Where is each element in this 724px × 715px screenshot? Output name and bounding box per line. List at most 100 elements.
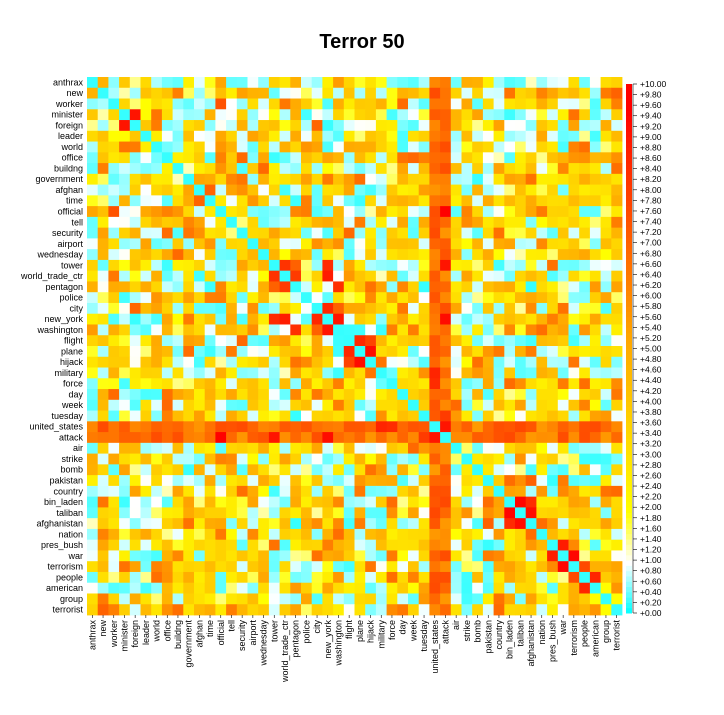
heatmap-cell xyxy=(557,292,569,304)
heatmap-cell xyxy=(322,120,334,132)
heatmap-cell xyxy=(579,346,591,358)
heatmap-cell xyxy=(140,98,152,110)
heatmap-cell xyxy=(172,141,184,153)
heatmap-cell xyxy=(226,120,238,132)
heatmap-cell xyxy=(108,410,120,422)
heatmap-cell xyxy=(215,518,227,530)
heatmap-cell xyxy=(108,292,120,304)
heatmap-cell xyxy=(247,227,259,239)
heatmap-cell xyxy=(386,313,398,325)
heatmap-cell xyxy=(461,561,473,573)
heatmap-cell xyxy=(547,259,559,272)
heatmap-cell xyxy=(268,249,280,261)
legend-swatch xyxy=(626,401,632,408)
heatmap-cell xyxy=(301,109,313,121)
heatmap-cell xyxy=(87,389,99,401)
legend-swatch xyxy=(626,528,632,535)
heatmap-cell xyxy=(547,464,559,476)
heatmap-cell xyxy=(493,389,505,401)
heatmap-cell xyxy=(204,496,216,508)
heatmap-cell xyxy=(311,87,323,99)
heatmap-cell xyxy=(450,206,462,218)
heatmap-cell xyxy=(343,152,355,164)
legend-tick-label: +3.60 xyxy=(640,418,662,428)
heatmap-cell xyxy=(97,432,109,444)
heatmap-cell xyxy=(119,421,131,433)
heatmap-cell xyxy=(343,346,355,358)
heatmap-cell xyxy=(418,604,430,616)
heatmap-cell xyxy=(215,367,227,379)
row-label: people xyxy=(56,572,83,582)
heatmap-cell xyxy=(87,442,99,454)
heatmap-cell xyxy=(365,238,377,250)
heatmap-cell xyxy=(279,346,291,358)
heatmap-cell xyxy=(343,485,355,498)
heatmap-cell xyxy=(140,216,152,229)
heatmap-cell xyxy=(536,528,548,541)
heatmap-cell xyxy=(311,259,323,272)
heatmap-cell xyxy=(87,604,99,616)
heatmap-cell xyxy=(557,378,569,390)
heatmap-cell xyxy=(482,367,494,379)
heatmap-cell xyxy=(568,335,580,347)
legend-swatch xyxy=(626,306,632,312)
heatmap-cell xyxy=(589,410,601,422)
heatmap-cell xyxy=(547,346,559,358)
heatmap-cell xyxy=(226,227,238,239)
heatmap-cell xyxy=(301,195,313,207)
heatmap-cell xyxy=(333,302,345,315)
heatmap-cell xyxy=(172,496,184,508)
heatmap-cell xyxy=(504,464,516,476)
heatmap-cell xyxy=(568,475,580,487)
heatmap-cell xyxy=(493,378,505,390)
column-label: taliban xyxy=(515,620,525,647)
heatmap-cell xyxy=(515,399,527,411)
heatmap-cell xyxy=(365,453,377,465)
heatmap-cell xyxy=(611,550,623,562)
heatmap-cell xyxy=(589,98,601,110)
heatmap-cell xyxy=(183,270,195,282)
heatmap-cell xyxy=(236,518,248,530)
legend-tick-label: +5.40 xyxy=(640,322,662,332)
heatmap-cell xyxy=(129,216,141,229)
heatmap-cell xyxy=(450,216,462,229)
heatmap-cell xyxy=(504,109,516,121)
heatmap-cell xyxy=(429,313,441,325)
heatmap-cell xyxy=(525,399,537,411)
heatmap-cell xyxy=(108,324,120,336)
heatmap-cell xyxy=(108,163,120,175)
column-label: hijack xyxy=(366,620,376,644)
row-label: afghan xyxy=(55,185,83,195)
heatmap-cell xyxy=(247,528,259,541)
heatmap-cell xyxy=(579,184,591,196)
heatmap-cell xyxy=(279,496,291,508)
heatmap-cell xyxy=(129,378,141,390)
heatmap-cell xyxy=(450,582,462,594)
heatmap-cell xyxy=(322,442,334,454)
heatmap-cell xyxy=(579,335,591,347)
heatmap-cell xyxy=(568,206,580,218)
heatmap-cell xyxy=(536,593,548,605)
heatmap-cell xyxy=(108,313,120,325)
heatmap-cell xyxy=(579,216,591,229)
heatmap-cell xyxy=(268,410,280,422)
legend-swatch xyxy=(626,290,632,297)
heatmap-cell xyxy=(536,346,548,358)
legend-swatch xyxy=(626,390,632,397)
heatmap-cell xyxy=(515,216,527,229)
heatmap-cell xyxy=(568,109,580,121)
heatmap-cell xyxy=(611,109,623,121)
heatmap-cell xyxy=(279,378,291,390)
heatmap-cell xyxy=(290,475,302,487)
heatmap-cell xyxy=(515,475,527,487)
legend-tick-label: +5.00 xyxy=(640,344,662,354)
heatmap-cell xyxy=(386,453,398,465)
heatmap-cell xyxy=(589,109,601,121)
heatmap-cell xyxy=(557,259,569,272)
heatmap-cell xyxy=(418,302,430,315)
legend-swatch xyxy=(626,300,632,307)
heatmap-cell xyxy=(172,442,184,454)
heatmap-cell xyxy=(482,399,494,411)
heatmap-cell xyxy=(97,292,109,304)
